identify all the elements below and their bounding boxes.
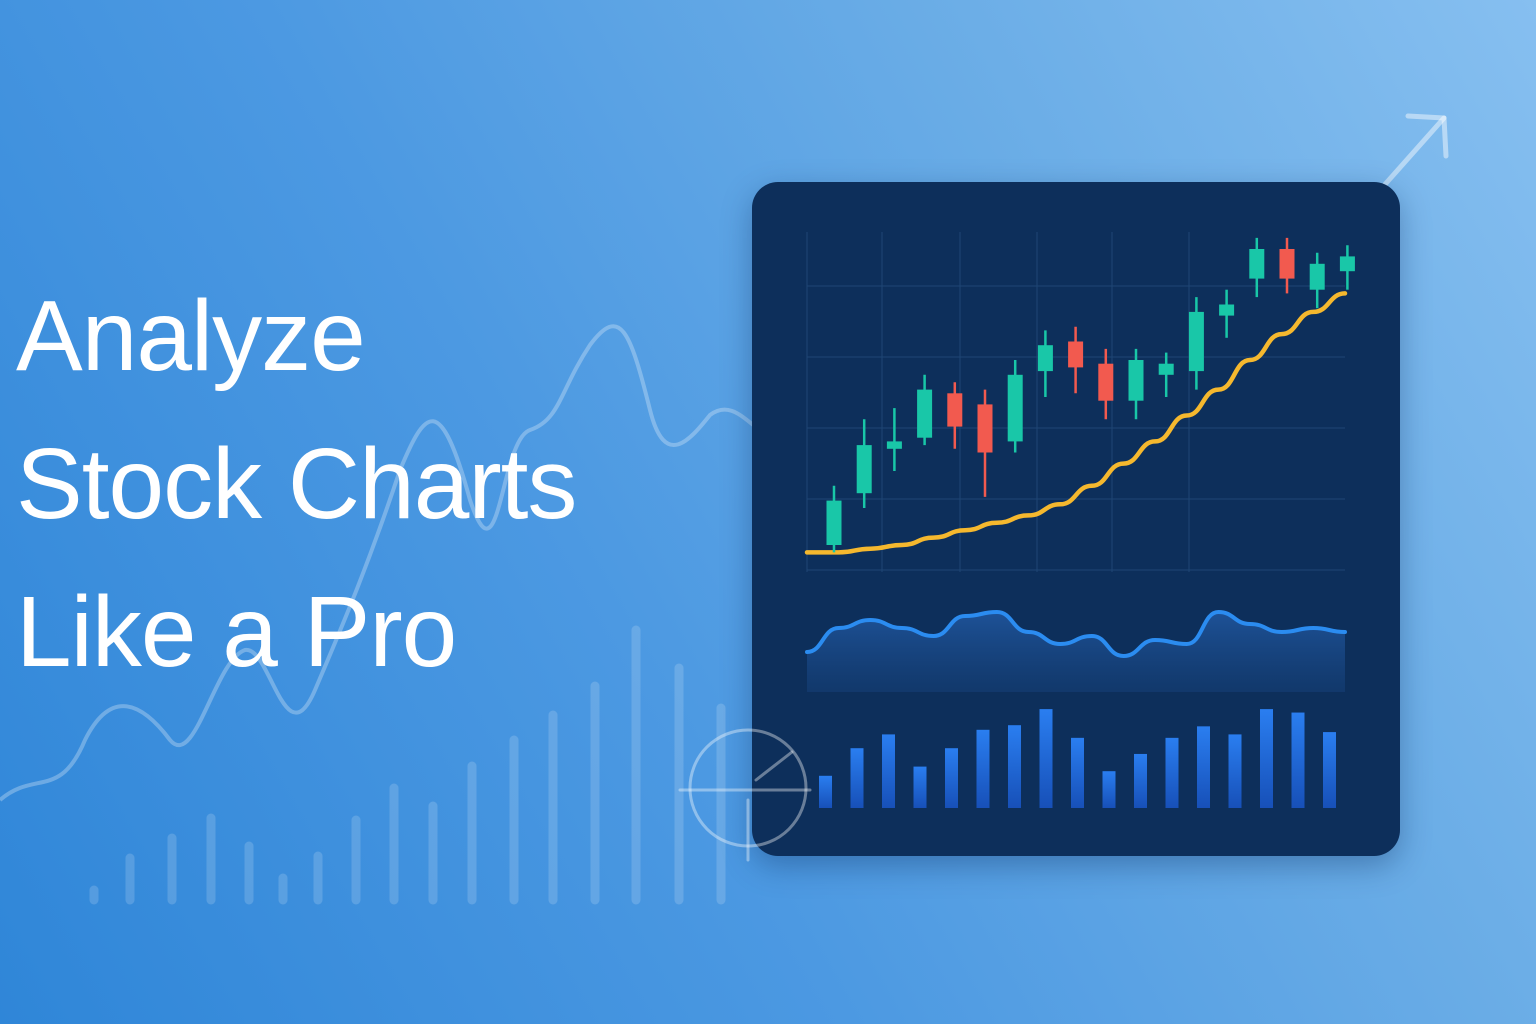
volume-bar bbox=[1008, 725, 1021, 808]
volume-bar bbox=[945, 748, 958, 808]
volume-bar bbox=[1291, 712, 1305, 808]
candle bbox=[886, 408, 902, 471]
candle-body bbox=[1068, 341, 1084, 368]
volume-bar bbox=[1165, 737, 1179, 808]
candle bbox=[1037, 330, 1053, 397]
candle bbox=[856, 419, 872, 508]
volume-bar bbox=[976, 729, 990, 808]
background-trend-line bbox=[0, 324, 762, 802]
candle-body bbox=[1279, 249, 1295, 279]
candle-body bbox=[947, 393, 963, 427]
candle-body bbox=[826, 500, 842, 545]
candle-body bbox=[1249, 249, 1265, 279]
oscillator-line bbox=[805, 609, 1347, 659]
candle-body bbox=[1188, 311, 1204, 372]
volume-bar bbox=[1260, 709, 1273, 808]
candle bbox=[1339, 245, 1355, 290]
candle bbox=[1249, 237, 1265, 298]
stock-chart-card bbox=[752, 182, 1400, 856]
candle bbox=[1309, 252, 1325, 309]
candle bbox=[826, 485, 842, 553]
candle-body bbox=[1098, 363, 1114, 401]
moving-average-line bbox=[804, 291, 1348, 555]
candle-body bbox=[917, 389, 933, 438]
oscillator-panel bbox=[805, 609, 1347, 692]
oscillator-area bbox=[807, 612, 1345, 692]
headline: Analyze Stock Charts Like a Pro bbox=[16, 262, 577, 706]
candle-body bbox=[1037, 345, 1053, 372]
headline-line-2: Stock Charts bbox=[16, 428, 577, 540]
volume-bar bbox=[819, 775, 832, 808]
candle bbox=[1007, 360, 1023, 453]
candle-body bbox=[1007, 374, 1023, 442]
volume-bars bbox=[819, 709, 1336, 808]
candle bbox=[947, 382, 963, 449]
candle bbox=[1188, 297, 1204, 390]
candle bbox=[917, 374, 933, 446]
candle bbox=[1068, 326, 1084, 394]
candle-body bbox=[856, 445, 872, 494]
candle-body bbox=[977, 404, 993, 453]
volume-bar bbox=[1039, 709, 1053, 808]
candle-body bbox=[1309, 263, 1325, 290]
moving-average bbox=[804, 291, 1348, 555]
candle bbox=[1158, 352, 1174, 397]
stock-chart bbox=[804, 232, 1355, 808]
candle bbox=[1279, 237, 1295, 294]
volume-bar bbox=[1134, 753, 1147, 808]
trend-arrow-icon bbox=[1377, 113, 1449, 193]
candle-body bbox=[886, 441, 902, 449]
candle bbox=[1219, 289, 1235, 338]
volume-bar bbox=[850, 748, 864, 808]
headline-line-1: Analyze bbox=[16, 280, 366, 392]
candle bbox=[1128, 348, 1144, 420]
volume-bar bbox=[1228, 734, 1242, 808]
chart-grid bbox=[806, 232, 1345, 572]
volume-bar bbox=[882, 734, 895, 808]
volume-bar bbox=[1071, 737, 1084, 808]
volume-bar bbox=[1323, 732, 1336, 808]
candle-body bbox=[1128, 360, 1144, 401]
background-volume-bars bbox=[89, 625, 726, 905]
candle bbox=[1098, 348, 1114, 420]
candle-body bbox=[1219, 304, 1235, 316]
volume-bar bbox=[1102, 771, 1116, 808]
candlesticks bbox=[826, 237, 1355, 553]
volume-bar bbox=[1197, 726, 1210, 808]
candle-body bbox=[1339, 256, 1355, 272]
candle bbox=[977, 389, 993, 497]
headline-line-3: Like a Pro bbox=[16, 576, 457, 688]
candle-body bbox=[1158, 363, 1174, 375]
volume-bar bbox=[913, 766, 927, 808]
